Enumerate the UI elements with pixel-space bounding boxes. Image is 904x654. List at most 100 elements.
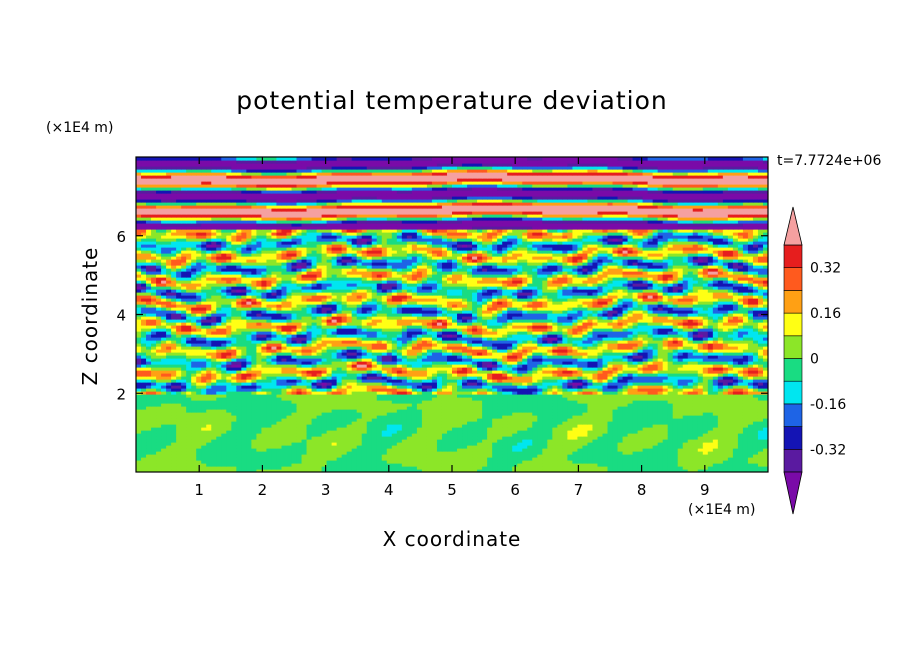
- contour-cell: [687, 445, 694, 449]
- contour-cell: [642, 433, 649, 437]
- contour-cell: [547, 433, 553, 437]
- contour-cell: [166, 433, 172, 437]
- contour-cell: [562, 457, 568, 461]
- contour-cell: [136, 460, 142, 464]
- contour-cell: [677, 451, 684, 455]
- contour-cell: [406, 418, 413, 422]
- contour-cell: [166, 463, 172, 467]
- contour-cell: [251, 412, 257, 416]
- contour-cell: [321, 433, 328, 437]
- contour-cell: [381, 439, 388, 443]
- contour-cell: [707, 415, 714, 419]
- contour-cell: [226, 460, 232, 464]
- contour-cell: [762, 451, 768, 455]
- contour-cell: [386, 409, 393, 413]
- contour-cell: [356, 436, 363, 440]
- contour-cell: [266, 403, 273, 407]
- contour-cell: [441, 451, 448, 455]
- contour-cell: [577, 427, 584, 431]
- contour-cell: [426, 403, 433, 407]
- contour-cell: [712, 466, 719, 470]
- contour-cell: [181, 466, 187, 470]
- contour-cell: [567, 409, 573, 413]
- contour-cell: [241, 451, 247, 455]
- contour-cell: [386, 460, 393, 464]
- contour-cell: [316, 448, 323, 452]
- contour-cell: [211, 433, 217, 437]
- contour-cell: [527, 403, 533, 407]
- contour-cell: [722, 424, 729, 428]
- contour-cell: [732, 424, 739, 428]
- contour-cell: [622, 451, 629, 455]
- contour-cell: [241, 442, 247, 446]
- contour-cell: [537, 451, 543, 455]
- contour-cell: [697, 433, 704, 437]
- contour-cell: [492, 466, 498, 470]
- contour-cell: [632, 421, 639, 425]
- contour-cell: [592, 439, 599, 443]
- contour-cell: [652, 451, 659, 455]
- contour-cell: [722, 466, 729, 470]
- contour-cell: [411, 454, 418, 458]
- contour-cell: [331, 457, 338, 461]
- contour-cell: [326, 445, 333, 449]
- contour-cell: [472, 412, 478, 416]
- contour-cell: [542, 424, 548, 428]
- contour-cell: [141, 415, 147, 419]
- contour-cell: [722, 430, 729, 434]
- contour-cell: [727, 436, 734, 440]
- contour-cell: [562, 415, 568, 419]
- contour-cell: [186, 430, 192, 434]
- contour-cell: [627, 433, 634, 437]
- contour-cell: [236, 445, 242, 449]
- contour-cell: [717, 412, 724, 416]
- contour-cell: [151, 424, 157, 428]
- contour-cell: [487, 442, 493, 446]
- contour-cell: [532, 427, 538, 431]
- contour-cell: [512, 451, 518, 455]
- contour-cell: [221, 406, 227, 410]
- contour-cell: [547, 460, 553, 464]
- contour-cell: [657, 466, 664, 470]
- contour-cell: [542, 451, 548, 455]
- contour-cell: [191, 451, 197, 455]
- contour-cell: [582, 463, 589, 467]
- contour-cell: [256, 403, 262, 407]
- contour-cell: [482, 424, 488, 428]
- contour-cell: [732, 439, 739, 443]
- contour-cell: [391, 430, 398, 434]
- contour-cell: [141, 466, 147, 470]
- contour-cell: [727, 466, 734, 470]
- contour-cell: [206, 460, 212, 464]
- contour-cell: [216, 412, 222, 416]
- contour-cell: [592, 469, 599, 472]
- contour-cell: [176, 454, 182, 458]
- contour-cell: [582, 442, 589, 446]
- contour-cell: [216, 409, 222, 413]
- contour-cell: [326, 457, 333, 461]
- contour-cell: [351, 421, 358, 425]
- contour-cell: [637, 439, 644, 443]
- contour-cell: [391, 463, 398, 467]
- contour-cell: [602, 442, 609, 446]
- contour-cell: [507, 451, 513, 455]
- contour-cell: [371, 460, 378, 464]
- contour-cell: [627, 439, 634, 443]
- contour-cell: [156, 454, 162, 458]
- contour-cell: [241, 439, 247, 443]
- contour-cell: [326, 442, 333, 446]
- contour-cell: [542, 418, 548, 422]
- contour-cell: [436, 463, 443, 467]
- contour-cell: [151, 439, 157, 443]
- contour-cell: [366, 445, 373, 449]
- contour-cell: [497, 463, 503, 467]
- contour-cell: [472, 406, 478, 410]
- contour-cell: [502, 463, 508, 467]
- contour-cell: [331, 439, 338, 443]
- contour-cell: [762, 445, 768, 449]
- contour-cell: [201, 436, 207, 440]
- contour-cell: [386, 403, 393, 407]
- contour-cell: [166, 403, 172, 407]
- contour-cell: [637, 469, 644, 472]
- contour-cell: [401, 412, 408, 416]
